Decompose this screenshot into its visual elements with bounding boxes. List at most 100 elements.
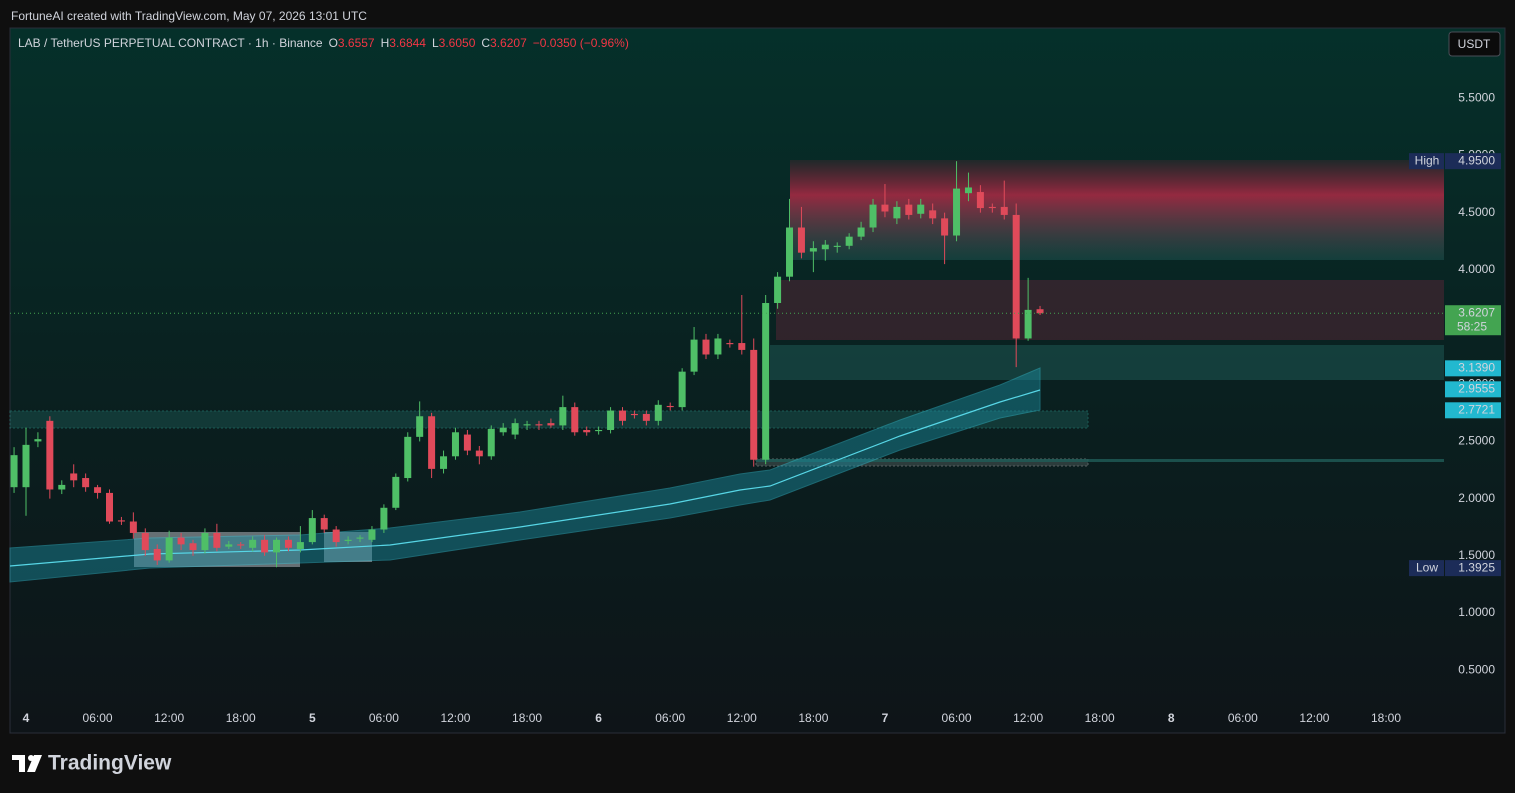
candle-body bbox=[225, 544, 233, 547]
candle-body bbox=[941, 218, 949, 236]
price-tag: High bbox=[1415, 153, 1440, 167]
candle-body bbox=[165, 537, 173, 561]
demand-zone bbox=[9, 410, 1089, 429]
candle-body bbox=[201, 532, 209, 551]
candle-body bbox=[129, 521, 137, 533]
y-tick-label: 4.5000 bbox=[1458, 205, 1495, 219]
x-tick-label: 12:00 bbox=[1299, 711, 1329, 725]
candle-body bbox=[976, 192, 984, 209]
y-tick-label: 1.0000 bbox=[1458, 605, 1495, 619]
price-tag-box bbox=[1409, 560, 1444, 577]
high-label: H bbox=[381, 36, 390, 50]
candle-body bbox=[392, 476, 400, 508]
y-tick-label: 0.5000 bbox=[1458, 662, 1495, 676]
candle-body bbox=[82, 478, 90, 488]
ema-band bbox=[9, 367, 1041, 583]
candle-body bbox=[284, 539, 292, 548]
candle-body bbox=[380, 507, 388, 530]
candle-body bbox=[451, 432, 459, 457]
candle-body bbox=[595, 429, 603, 432]
x-tick-label: 06:00 bbox=[655, 711, 685, 725]
price-label-box bbox=[1445, 305, 1501, 336]
x-tick-label: 06:00 bbox=[942, 711, 972, 725]
candle-body bbox=[153, 548, 161, 561]
currency-label[interactable]: USDT bbox=[1458, 37, 1491, 51]
low-label: L bbox=[432, 36, 439, 50]
x-tick-label: 8 bbox=[1168, 711, 1175, 725]
close-value: 3.6207 bbox=[490, 36, 527, 50]
price-label-box bbox=[1445, 360, 1501, 377]
high-value: 3.6844 bbox=[389, 36, 426, 50]
ema-line bbox=[9, 389, 1041, 567]
candle-body bbox=[535, 424, 543, 426]
price-label: 3.1390 bbox=[1458, 361, 1495, 375]
candle-body bbox=[332, 529, 340, 543]
candle-body bbox=[237, 544, 245, 546]
candle-body bbox=[881, 204, 889, 212]
price-label: 2.9555 bbox=[1458, 381, 1495, 395]
candle-body bbox=[988, 206, 996, 209]
candle-body bbox=[94, 487, 102, 493]
candle-body bbox=[499, 427, 507, 433]
candle-body bbox=[487, 428, 495, 457]
low-value: 3.6050 bbox=[439, 36, 476, 50]
x-tick-label: 18:00 bbox=[512, 711, 542, 725]
candle-body bbox=[821, 244, 829, 250]
price-label-box bbox=[1445, 402, 1501, 419]
candle-body bbox=[22, 444, 30, 488]
currency-button[interactable] bbox=[1448, 31, 1501, 57]
demand-zone bbox=[756, 459, 1444, 462]
symbol: LAB / TetherUS PERPETUAL CONTRACT · 1h ·… bbox=[18, 36, 323, 50]
chart-panel bbox=[9, 27, 1506, 734]
candle-body bbox=[70, 473, 78, 481]
open-label: O bbox=[329, 36, 338, 50]
candle-body bbox=[46, 420, 54, 490]
candle-body bbox=[953, 188, 961, 236]
candle-body bbox=[547, 423, 555, 426]
candle-body bbox=[10, 455, 18, 488]
candle-body bbox=[905, 204, 913, 215]
price-tag-box bbox=[1409, 153, 1444, 170]
candle-body bbox=[559, 407, 567, 426]
candle-body bbox=[1024, 309, 1032, 339]
candle-body bbox=[750, 349, 758, 460]
candle-body bbox=[774, 276, 782, 304]
candle-body bbox=[404, 436, 412, 479]
candle-body bbox=[523, 424, 531, 426]
candle-body bbox=[416, 416, 424, 437]
candle-body bbox=[58, 484, 66, 490]
candle-body bbox=[34, 439, 42, 442]
x-tick-label: 12:00 bbox=[154, 711, 184, 725]
candle-body bbox=[1000, 206, 1008, 215]
price-label: 4.9500 bbox=[1458, 153, 1495, 167]
candle-body bbox=[630, 413, 638, 416]
x-tick-label: 4 bbox=[23, 711, 30, 725]
candle-body bbox=[917, 204, 925, 214]
candle-body bbox=[440, 456, 448, 469]
candle-body bbox=[762, 303, 770, 460]
candle-body bbox=[738, 343, 746, 350]
candle-body bbox=[1012, 214, 1020, 339]
x-tick-label: 18:00 bbox=[798, 711, 828, 725]
candle-body bbox=[141, 532, 149, 551]
x-tick-label: 18:00 bbox=[1085, 711, 1115, 725]
candle-body bbox=[428, 416, 436, 469]
candle-body bbox=[964, 187, 972, 194]
candle-body bbox=[583, 429, 591, 433]
candle-body bbox=[213, 532, 221, 548]
candle-body bbox=[189, 543, 197, 551]
candle-body bbox=[475, 450, 483, 457]
candle-body bbox=[726, 343, 734, 345]
price-label: 1.3925 bbox=[1458, 560, 1495, 574]
x-tick-label: 5 bbox=[309, 711, 316, 725]
x-tick-label: 06:00 bbox=[1228, 711, 1258, 725]
y-tick-label: 1.5000 bbox=[1458, 548, 1495, 562]
price-label: 2.7721 bbox=[1458, 402, 1495, 416]
candle-body bbox=[511, 423, 519, 435]
candle-body bbox=[105, 492, 113, 522]
price-tag: Low bbox=[1416, 560, 1438, 574]
candle-body bbox=[261, 539, 269, 553]
candle-body bbox=[702, 339, 710, 355]
candle-body bbox=[344, 539, 352, 541]
